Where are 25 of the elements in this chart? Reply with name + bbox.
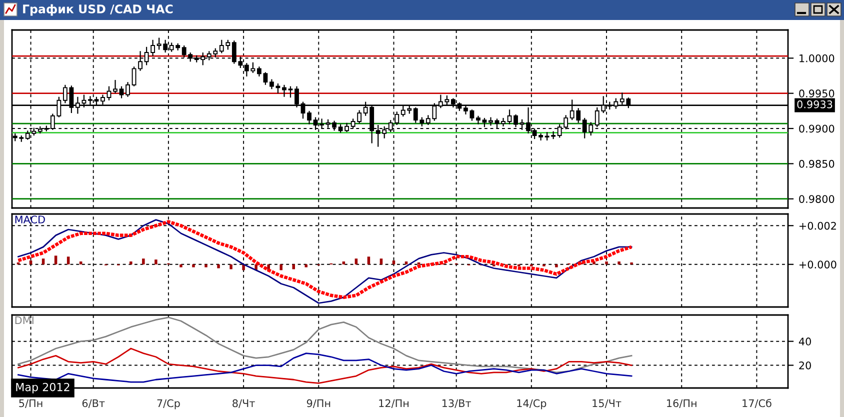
y-tick-label: 40 — [798, 338, 811, 346]
x-tick-label: 16/Пн — [667, 399, 696, 408]
y-tick-label: 0.9850 — [799, 160, 834, 168]
x-tick-label: 12/Пн — [379, 399, 408, 408]
y-tick-label: 0.9950 — [799, 90, 834, 98]
annotation: Мар 2012 — [16, 382, 70, 394]
y-tick-label: +0.000 — [800, 260, 836, 268]
x-tick-label: 9/Пн — [306, 399, 330, 408]
x-tick-label: 8/Чт — [232, 399, 255, 408]
x-tick-label: 7/Ср — [157, 399, 180, 410]
chart-title: MACD — [15, 216, 45, 224]
chart-title: DMI — [15, 316, 34, 324]
ref-line-label: 0.9933 — [797, 100, 832, 108]
x-tick-label: 15/Чт — [592, 399, 622, 408]
x-tick-label: 14/Ср — [517, 399, 546, 410]
y-tick-label: 20 — [799, 361, 811, 370]
y-tick-label: +0.002 — [800, 222, 836, 230]
chart-title: График USD /CAD ЧАС — [23, 4, 173, 16]
x-tick-label: 13/Вт — [442, 399, 472, 408]
x-tick-label: 6/Вт — [82, 399, 105, 408]
y-tick-label: 0.9900 — [799, 124, 834, 133]
x-tick-label: 17/Сб — [742, 398, 772, 408]
y-tick-label: 1.0000 — [800, 54, 834, 62]
x-tick-label: 5/Пн — [19, 399, 42, 408]
y-tick-label: 0.9800 — [799, 195, 834, 203]
